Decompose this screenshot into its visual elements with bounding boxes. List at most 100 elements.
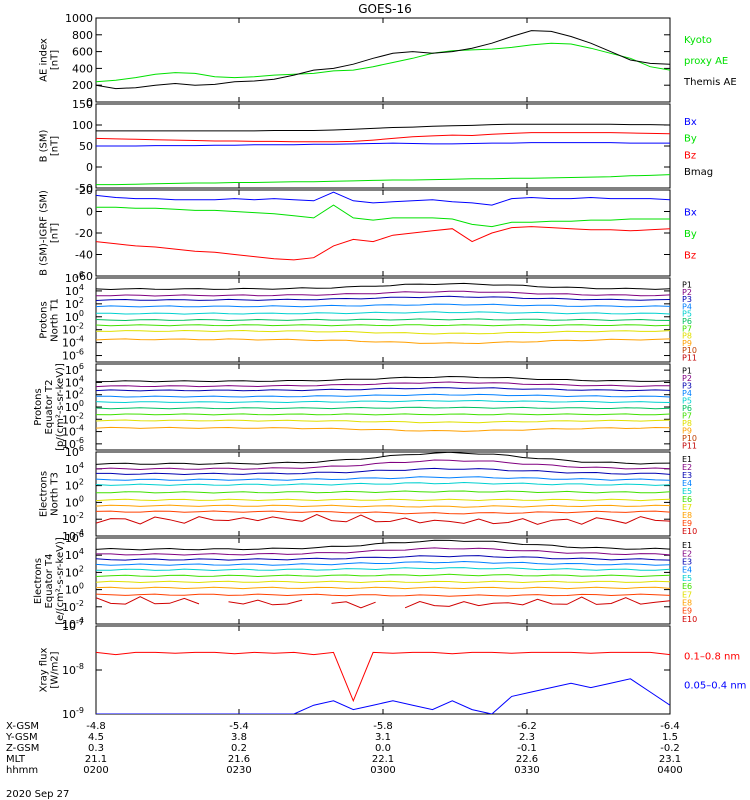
y-tick-label: 10-6 bbox=[62, 436, 84, 451]
y-tick-label: 106 bbox=[65, 530, 84, 545]
legend-label: E4 bbox=[682, 566, 692, 575]
y-tick-label: 10-9 bbox=[62, 706, 84, 721]
y-tick-label: 104 bbox=[65, 547, 84, 562]
ephem-value: 2.3 bbox=[519, 732, 535, 743]
series-p1 bbox=[96, 375, 670, 383]
series-p3 bbox=[96, 387, 670, 392]
y-axis-label: Protons bbox=[33, 388, 44, 425]
legend-label: P6 bbox=[682, 317, 692, 326]
legend-label: P2 bbox=[682, 288, 692, 297]
series-group bbox=[96, 30, 670, 90]
y-tick-label: 50 bbox=[79, 140, 93, 153]
ephem-value: 23.1 bbox=[659, 754, 681, 765]
y-tick-label: 100 bbox=[65, 399, 84, 414]
panel-frame bbox=[95, 363, 671, 451]
series-group bbox=[96, 375, 670, 432]
y-axis-label: Equator T2 bbox=[44, 380, 55, 435]
legend-label: P4 bbox=[682, 302, 692, 311]
y-tick-label: 10-2 bbox=[62, 511, 84, 526]
series-e10 bbox=[96, 513, 670, 525]
series-e10 bbox=[404, 596, 670, 609]
y-tick-label: 1000 bbox=[65, 12, 93, 25]
ephem-value: -5.8 bbox=[373, 721, 393, 732]
series-e9 bbox=[96, 510, 670, 515]
ephem-value: -0.1 bbox=[517, 743, 537, 754]
y-tick-label: 100 bbox=[65, 309, 84, 324]
y-axis-label: Electrons bbox=[39, 471, 50, 517]
series-p2 bbox=[96, 381, 670, 388]
legend-label: Bmag bbox=[684, 167, 713, 178]
legend-label: E7 bbox=[682, 590, 692, 599]
y-tick-label: 600 bbox=[72, 46, 93, 59]
legend-label: E2 bbox=[682, 549, 692, 558]
y-tick-label: 0 bbox=[86, 96, 93, 109]
date-label: 2020 Sep 27 bbox=[6, 789, 69, 800]
y-axis-label: [p/(cm²-s-sr-keV)] bbox=[55, 363, 66, 451]
y-tick-label: -60 bbox=[75, 270, 93, 283]
legend-label: E1 bbox=[682, 541, 692, 550]
y-tick-label: 10-8 bbox=[62, 662, 84, 677]
series-p8 bbox=[96, 419, 670, 424]
legend-label: E8 bbox=[682, 599, 692, 608]
legend-label: P3 bbox=[682, 382, 692, 391]
ephem-value: -4.8 bbox=[86, 721, 106, 732]
y-tick-label: 10-6 bbox=[62, 348, 84, 363]
series-e4 bbox=[96, 560, 670, 566]
y-tick-label: 102 bbox=[65, 387, 84, 402]
legend-label: E2 bbox=[682, 463, 692, 472]
series-bz bbox=[96, 132, 670, 143]
y-tick-label: 106 bbox=[65, 270, 84, 285]
ephem-value: 0.3 bbox=[88, 743, 104, 754]
series-group bbox=[96, 539, 670, 609]
series-kyoto-proxy-ae bbox=[96, 42, 670, 83]
series-p9 bbox=[96, 338, 670, 345]
ephem-value: 3.1 bbox=[375, 732, 391, 743]
legend-label: E6 bbox=[682, 582, 692, 591]
legend-label: P9 bbox=[682, 426, 692, 435]
ephem-row-label: hhmm bbox=[6, 765, 38, 776]
legend-label: E9 bbox=[682, 519, 692, 528]
y-tick-label: 106 bbox=[65, 362, 84, 377]
series-group bbox=[96, 191, 670, 261]
legend-label: E10 bbox=[682, 527, 697, 536]
y-tick-label: -20 bbox=[75, 227, 93, 240]
y-tick-label: 10-4 bbox=[62, 616, 84, 631]
series-e6 bbox=[96, 490, 670, 494]
ephem-row-label: MLT bbox=[6, 754, 26, 765]
y-axis-label: North T3 bbox=[50, 472, 61, 516]
series-p1 bbox=[96, 282, 670, 291]
y-axis-label: Equator T4 bbox=[44, 554, 55, 609]
y-tick-label: -50 bbox=[75, 182, 93, 195]
ephem-row-label: Y-GSM bbox=[5, 732, 38, 743]
series-p9 bbox=[96, 426, 670, 432]
series-p5 bbox=[96, 399, 670, 404]
series-themis-ae bbox=[96, 30, 670, 90]
y-tick-label: 10-2 bbox=[62, 599, 84, 614]
legend-label: E10 bbox=[682, 615, 697, 624]
y-axis-label: Electrons bbox=[33, 558, 44, 604]
ephem-value: 22.6 bbox=[516, 754, 538, 765]
y-tick-label: 102 bbox=[65, 564, 84, 579]
ephem-value: 0230 bbox=[226, 765, 251, 776]
series-p7 bbox=[96, 413, 670, 416]
series-p7 bbox=[96, 324, 670, 327]
panel-frame bbox=[95, 625, 671, 715]
series-e8 bbox=[96, 586, 670, 590]
legend-label: Themis AE bbox=[683, 77, 737, 88]
series-p5 bbox=[96, 311, 670, 315]
y-axis-label: [W/m2] bbox=[50, 651, 61, 688]
legend-label: P5 bbox=[682, 310, 692, 319]
series-group bbox=[96, 651, 670, 714]
legend-label: P6 bbox=[682, 404, 692, 413]
ephem-value: 0300 bbox=[370, 765, 395, 776]
series-p6 bbox=[96, 406, 670, 410]
y-axis-label: AE index bbox=[39, 38, 50, 82]
legend-label: Bx bbox=[684, 208, 697, 219]
y-tick-label: 104 bbox=[65, 461, 84, 476]
legend-label: Bx bbox=[684, 117, 697, 128]
y-tick-label: 10-4 bbox=[62, 335, 84, 350]
